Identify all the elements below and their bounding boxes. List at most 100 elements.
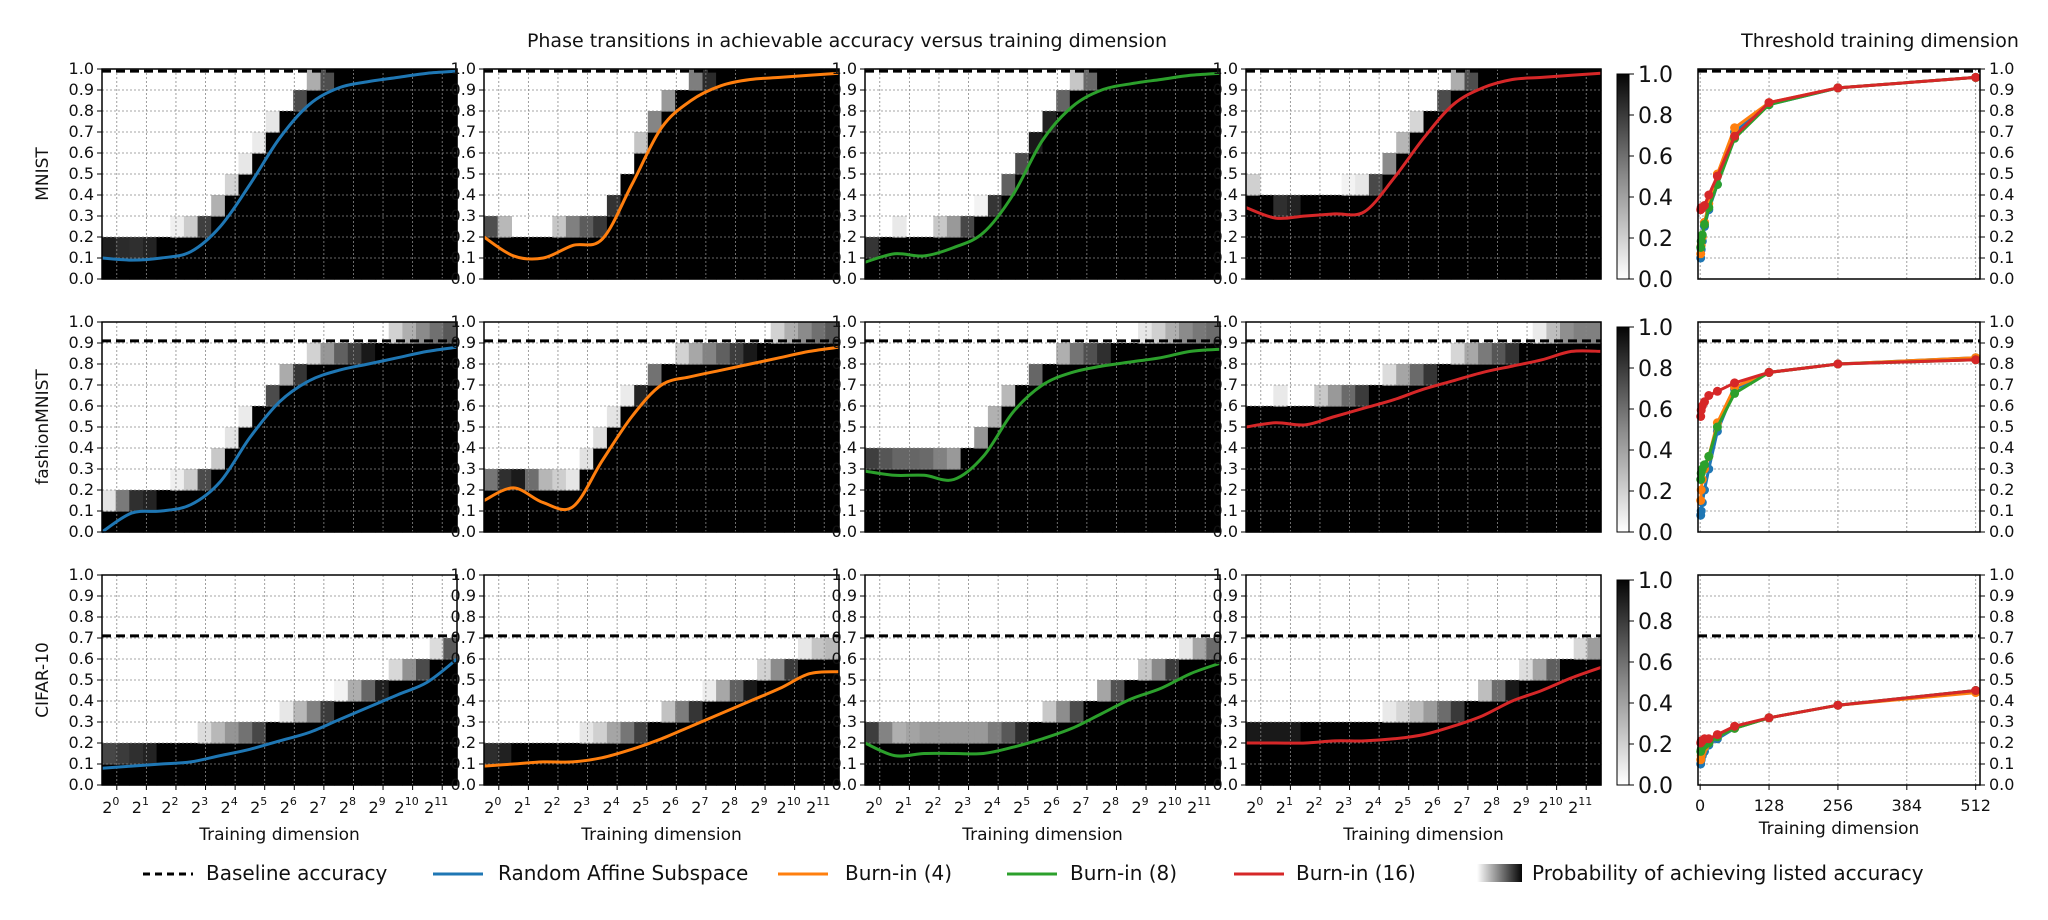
- heatmap-cell: [1165, 111, 1180, 133]
- heatmap-cell: [1246, 448, 1261, 470]
- heatmap-cell: [1464, 195, 1479, 217]
- heatmap-cell: [579, 258, 594, 280]
- x-tick-exponent: 7: [1463, 795, 1470, 808]
- heatmap-cell: [1327, 195, 1343, 217]
- heatmap-cell: [1327, 743, 1343, 765]
- heatmap-cell: [757, 511, 772, 533]
- x-tick-exponent: 5: [1023, 795, 1030, 808]
- heatmap-cell: [661, 132, 676, 154]
- heatmap-cell: [892, 743, 907, 765]
- heatmap-cell: [1314, 743, 1329, 765]
- y-tick-label: 0.0: [69, 269, 94, 288]
- heatmap-cell: [565, 258, 581, 280]
- heatmap-cell: [1192, 701, 1207, 723]
- heatmap-cell: [743, 511, 758, 533]
- series-line: [101, 69, 458, 262]
- heatmap-cell: [279, 490, 294, 512]
- y-tick-label: 0.9: [69, 80, 94, 99]
- y-tick-label: 0.5: [451, 417, 476, 436]
- heatmap-cell: [238, 237, 253, 259]
- heatmap-cell: [798, 174, 813, 196]
- heatmap-cell: [375, 174, 390, 196]
- heatmap-cell: [770, 90, 785, 112]
- heatmap-cell: [743, 448, 758, 470]
- x-tick-exponent: 8: [1112, 795, 1119, 808]
- heatmap-cell: [825, 364, 840, 386]
- heatmap-cell: [525, 258, 540, 280]
- x-tick-exponent: 6: [672, 795, 679, 808]
- y-tick-label: 0.8: [69, 101, 94, 120]
- heatmap-cell: [1505, 743, 1520, 765]
- heatmap-cell: [1546, 659, 1561, 681]
- heatmap-cell: [1437, 427, 1452, 449]
- heatmap-cell: [1396, 364, 1411, 386]
- heatmap-cell: [1192, 364, 1207, 386]
- threshold-point: [1730, 378, 1740, 388]
- heatmap-cell: [1478, 406, 1493, 428]
- heatmap-cell: [279, 216, 294, 238]
- heatmap-cell: [1097, 111, 1112, 133]
- heatmap-cell: [1587, 469, 1602, 491]
- heatmap-cell: [416, 216, 431, 238]
- heatmap-cell: [1056, 427, 1071, 449]
- heatmap-cell: [1519, 511, 1534, 533]
- heatmap-cell: [279, 701, 294, 723]
- heatmap-cell: [675, 195, 690, 217]
- heatmap-cell: [1028, 385, 1044, 407]
- heatmap-cell: [1165, 69, 1180, 91]
- heatmap-cell: [784, 237, 799, 259]
- heatmap-cell: [1327, 448, 1343, 470]
- y-tick-label: 0.5: [69, 164, 94, 183]
- heatmap-cell: [593, 764, 608, 786]
- heatmap-cell: [211, 764, 226, 786]
- heatmap-cell: [252, 469, 267, 491]
- heatmap-cell: [811, 427, 826, 449]
- heatmap-cell: [1083, 258, 1098, 280]
- heatmap-cell: [429, 448, 444, 470]
- x-tick-label: 28: [339, 795, 356, 817]
- heatmap-cell: [1423, 743, 1438, 765]
- heatmap-cell: [388, 153, 403, 175]
- heatmap-cell: [702, 132, 717, 154]
- heatmap-cell: [933, 216, 948, 238]
- heatmap-cell: [375, 764, 390, 786]
- colorbar-tick-label: 0.6: [1638, 651, 1673, 676]
- heatmap-cell: [661, 490, 676, 512]
- x-tick-exponent: 10: [1168, 795, 1182, 808]
- heatmap-cell: [593, 511, 608, 533]
- heatmap-cell: [224, 216, 240, 238]
- y-tick-label: 0.6: [451, 649, 476, 668]
- x-tick-label: 22: [1305, 795, 1322, 817]
- heatmap-cell: [960, 216, 975, 238]
- heatmap-cell: [170, 258, 185, 280]
- heatmap-cell: [906, 764, 921, 786]
- heatmap-cell: [606, 469, 622, 491]
- heatmap-cell: [484, 764, 499, 786]
- heatmap-cell: [511, 258, 526, 280]
- heatmap-cell: [688, 69, 704, 91]
- heatmap-cell: [347, 258, 363, 280]
- heatmap-cell: [1056, 743, 1071, 765]
- y-tick-label: 0.2: [451, 733, 476, 752]
- heatmap-cell: [211, 237, 226, 259]
- heatmap-cell: [1491, 132, 1507, 154]
- heatmap-cell: [1056, 469, 1071, 491]
- threshold-point: [1730, 388, 1740, 398]
- heatmap-cell: [1179, 237, 1194, 259]
- heatmap-cell: [1450, 427, 1466, 449]
- heatmap-cell: [661, 385, 676, 407]
- heatmap-cell: [1409, 406, 1425, 428]
- heatmap-cell: [1519, 406, 1534, 428]
- heatmap-cell: [293, 385, 308, 407]
- heatmap-cell: [1042, 237, 1057, 259]
- heatmap-cell: [429, 174, 444, 196]
- heatmap-cell: [552, 216, 567, 238]
- y-tick-label: 0.5: [832, 164, 857, 183]
- heatmap-cell: [402, 195, 417, 217]
- heatmap-cell: [1519, 364, 1534, 386]
- heatmap-cell: [1423, 364, 1438, 386]
- y-tick-label: 0.5: [69, 417, 94, 436]
- y-tick-label: 0.3: [832, 459, 857, 478]
- heatmap-cell: [429, 511, 444, 533]
- heatmap-cell: [1097, 364, 1112, 386]
